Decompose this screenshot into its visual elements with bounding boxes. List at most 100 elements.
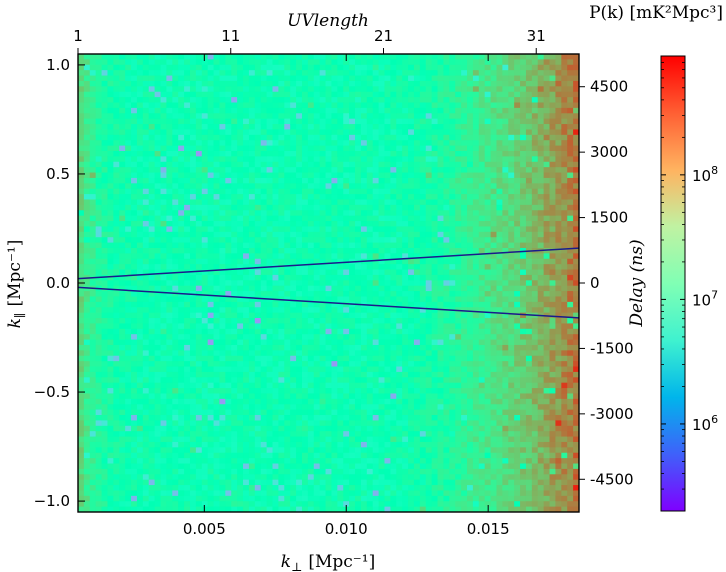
heatmap-cell	[184, 280, 191, 287]
heatmap-cell	[119, 398, 126, 405]
heatmap-cell	[343, 425, 350, 432]
heatmap-cell	[148, 415, 156, 421]
heatmap-cell	[296, 172, 303, 179]
heatmap-cell	[78, 172, 85, 179]
heatmap-cell	[189, 339, 197, 346]
heatmap-cell	[390, 210, 397, 217]
heatmap-cell	[107, 280, 114, 287]
heatmap-cell	[419, 97, 427, 104]
heatmap-cell	[89, 124, 97, 131]
heatmap-cell	[355, 371, 362, 378]
heatmap-cell	[337, 215, 344, 222]
heatmap-cell	[360, 242, 368, 249]
heatmap-cell	[390, 54, 397, 60]
heatmap-cell	[95, 355, 103, 362]
heatmap-cell	[278, 253, 285, 260]
heatmap-cell	[172, 183, 179, 190]
heatmap-cell	[225, 167, 232, 174]
heatmap-cell	[413, 355, 421, 362]
heatmap-cell	[301, 242, 309, 249]
heatmap-cell	[201, 113, 209, 120]
heatmap-cell	[301, 474, 309, 481]
heatmap-cell	[272, 377, 279, 384]
heatmap-cell	[390, 323, 397, 330]
heatmap-cell	[260, 463, 268, 470]
heatmap-cell	[254, 452, 262, 459]
heatmap-cell	[319, 64, 327, 71]
heatmap-cell	[201, 307, 209, 314]
heatmap-cell	[254, 328, 262, 335]
heatmap-cell	[225, 382, 232, 389]
heatmap-cell	[284, 140, 291, 147]
heatmap-cell	[125, 64, 132, 71]
heatmap-cell	[331, 377, 338, 384]
heatmap-cell	[396, 242, 403, 249]
heatmap-cell	[313, 425, 321, 432]
heatmap-cell	[301, 431, 309, 438]
heatmap-cell	[360, 177, 368, 184]
heatmap-cell	[337, 113, 344, 120]
heatmap-cell	[125, 441, 132, 448]
heatmap-cell	[319, 118, 327, 125]
heatmap-cell	[95, 64, 103, 71]
heatmap-cell	[278, 210, 285, 217]
heatmap-cell	[296, 371, 303, 378]
heatmap-cell	[390, 107, 397, 114]
heatmap-cell	[95, 506, 103, 512]
heatmap-cell	[301, 188, 309, 195]
heatmap-cell	[266, 183, 274, 190]
heatmap-cell	[136, 242, 144, 249]
heatmap-cell	[166, 318, 173, 325]
heatmap-cell	[272, 247, 279, 254]
heatmap-cell	[107, 80, 114, 87]
heatmap-cell	[396, 75, 403, 82]
heatmap-cell	[402, 307, 409, 314]
heatmap-cell	[272, 124, 279, 131]
heatmap-cell	[284, 231, 291, 238]
heatmap-cell	[278, 59, 285, 66]
heatmap-cell	[207, 441, 215, 448]
heatmap-cell	[408, 91, 415, 98]
heatmap-cell	[343, 86, 350, 93]
heatmap-cell	[148, 404, 156, 411]
heatmap-cell	[113, 388, 120, 395]
heatmap-cell	[325, 479, 333, 486]
heatmap-cell	[101, 161, 109, 168]
heatmap-cell	[384, 161, 391, 168]
heatmap-cell	[213, 54, 221, 60]
heatmap-cell	[178, 264, 185, 271]
heatmap-cell	[207, 188, 215, 195]
heatmap-cell	[402, 253, 409, 260]
heatmap-cell	[355, 436, 362, 443]
heatmap-cell	[113, 485, 120, 492]
heatmap-cell	[331, 355, 338, 362]
heatmap-cell	[331, 75, 338, 82]
heatmap-cell	[125, 420, 132, 427]
heatmap-cell	[166, 210, 173, 217]
heatmap-cell	[301, 468, 309, 475]
heatmap-cell	[201, 167, 209, 174]
heatmap-cell	[248, 247, 256, 254]
heatmap-cell	[195, 247, 203, 254]
heatmap-cell	[290, 242, 297, 249]
heatmap-cell	[225, 474, 232, 481]
heatmap-cell	[343, 344, 350, 351]
heatmap-cell	[355, 479, 362, 486]
heatmap-cell	[89, 447, 97, 454]
heatmap-cell	[319, 86, 327, 93]
heatmap-cell	[89, 113, 97, 120]
heatmap-cell	[201, 393, 209, 400]
heatmap-cell	[396, 172, 403, 179]
heatmap-cell	[372, 307, 380, 314]
heatmap-cell	[296, 280, 303, 287]
heatmap-cell	[349, 474, 356, 481]
heatmap-cell	[384, 479, 391, 486]
heatmap-cell	[408, 479, 415, 486]
heatmap-cell	[136, 231, 144, 238]
heatmap-cell	[337, 393, 344, 400]
heatmap-cell	[408, 377, 415, 384]
heatmap-cell	[231, 54, 238, 60]
heatmap-cell	[360, 64, 368, 71]
heatmap-cell	[366, 274, 374, 281]
heatmap-cell	[378, 420, 386, 427]
